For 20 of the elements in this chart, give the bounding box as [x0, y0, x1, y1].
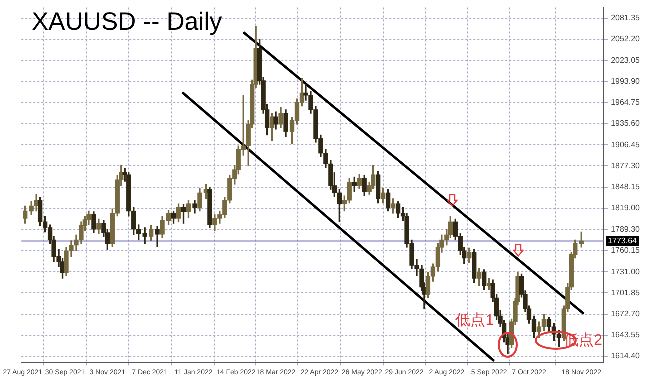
y-tick-label: 2023.05: [611, 56, 641, 65]
y-tick-label: 2052.20: [611, 34, 641, 44]
y-tick-label: 1964.75: [611, 98, 641, 108]
ref-line-label: 1773.64: [608, 236, 638, 246]
y-tick-label: 1643.55: [611, 330, 641, 340]
y-tick-label: 1906.45: [611, 140, 641, 150]
chart-title: XAUUSD -- Daily: [32, 8, 222, 37]
y-tick-label: 1877.30: [611, 161, 641, 170]
y-tick-label: 1789.30: [611, 225, 641, 234]
y-tick-label: 1848.15: [611, 182, 641, 192]
y-tick-label: 1993.90: [611, 76, 641, 86]
y-tick-label: 1819.00: [611, 204, 641, 213]
y-tick-label: 1701.85: [611, 288, 641, 298]
y-tick-label: 1760.15: [611, 246, 641, 256]
y-tick-label: 1731.00: [611, 267, 641, 276]
y-tick-label: 1614.40: [611, 352, 641, 361]
y-tick-label: 1935.60: [611, 119, 641, 128]
y-tick-label: 1672.70: [611, 310, 641, 319]
y-tick-label: 2081.35: [611, 14, 641, 23]
annotation: 低点1: [456, 310, 494, 330]
